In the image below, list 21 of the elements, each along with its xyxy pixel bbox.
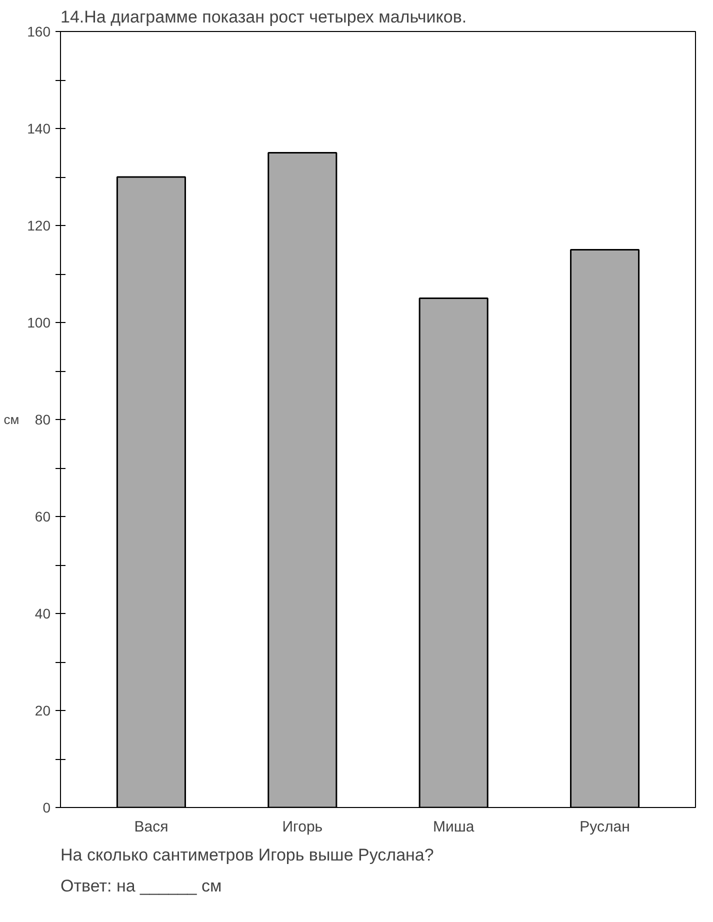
x-tick-label: Руслан <box>580 818 630 836</box>
y-tick-label: 100 <box>27 314 51 330</box>
y-tick-label: 120 <box>27 218 51 234</box>
y-tick-label: 140 <box>27 120 51 136</box>
y-tick-label: 0 <box>42 800 51 816</box>
bar <box>116 176 186 808</box>
x-tick-label: Вася <box>134 818 168 836</box>
y-tick-label: 60 <box>34 508 51 524</box>
y-tick-label: 160 <box>27 24 51 40</box>
y-tick-label: 20 <box>34 702 51 718</box>
x-tick-label: Игорь <box>282 818 323 836</box>
y-tick-label: 80 <box>34 412 51 428</box>
bar <box>418 298 488 808</box>
x-tick-label: Миша <box>432 818 475 836</box>
y-axis-title: см <box>4 412 20 427</box>
chart-title: 14.На диаграмме показан рост четырех мальчиков. <box>60 8 467 26</box>
bar <box>570 249 640 808</box>
bar <box>268 152 338 808</box>
text: Ответ: на ______ см <box>60 876 222 896</box>
text: На сколько сантиметров Игорь выше Руслана? <box>60 846 434 864</box>
y-tick-label: 40 <box>34 606 51 622</box>
